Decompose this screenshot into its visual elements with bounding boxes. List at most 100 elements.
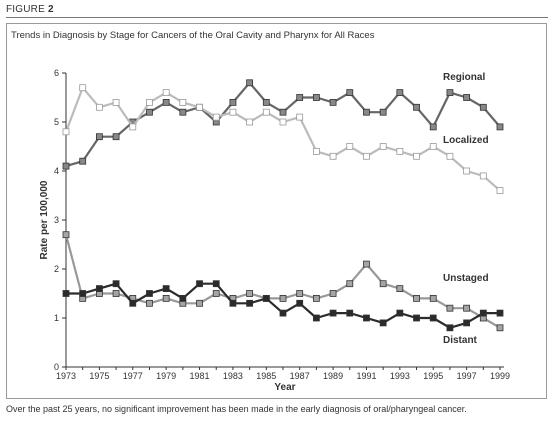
data-point-unstaged	[463, 304, 471, 312]
data-point-regional	[429, 123, 437, 131]
data-point-distant	[379, 319, 387, 327]
data-point-unstaged	[363, 260, 370, 268]
data-point-distant	[246, 299, 254, 307]
figure-label: FIGURE 2	[6, 4, 54, 15]
data-point-localized	[146, 99, 153, 106]
data-point-regional	[179, 108, 187, 116]
data-point-localized	[112, 99, 120, 106]
data-point-regional	[112, 133, 120, 141]
x-tick-label: 1985	[256, 371, 276, 381]
data-point-localized	[396, 147, 404, 155]
data-point-unstaged	[346, 280, 354, 288]
data-point-localized	[246, 118, 254, 126]
data-point-unstaged	[429, 294, 437, 302]
y-tick-label: 2	[54, 264, 59, 274]
data-point-localized	[413, 152, 420, 160]
data-point-distant	[312, 314, 320, 322]
data-point-regional	[246, 79, 254, 87]
data-point-regional	[379, 108, 387, 116]
data-point-distant	[146, 290, 153, 297]
series-label-regional: Regional	[443, 72, 485, 83]
data-point-distant	[363, 314, 370, 322]
series-label-distant: Distant	[443, 335, 478, 346]
data-point-localized	[446, 152, 454, 160]
data-point-distant	[196, 280, 203, 288]
data-point-localized	[463, 167, 471, 175]
data-point-localized	[363, 152, 370, 160]
y-tick-label: 4	[54, 166, 59, 176]
data-point-distant	[479, 309, 487, 317]
data-point-localized	[162, 89, 170, 96]
data-point-unstaged	[146, 299, 153, 307]
data-point-localized	[429, 143, 437, 150]
data-point-localized	[479, 172, 487, 180]
data-point-localized	[95, 103, 103, 111]
x-tick-label: 1975	[89, 371, 109, 381]
data-point-distant	[429, 314, 437, 322]
data-point-unstaged	[212, 290, 220, 297]
data-point-localized	[312, 147, 320, 155]
data-point-localized	[296, 113, 304, 121]
y-tick-label: 5	[54, 117, 59, 127]
data-point-distant	[396, 309, 404, 317]
data-point-localized	[179, 99, 187, 106]
data-point-regional	[162, 99, 170, 106]
data-point-distant	[262, 294, 270, 302]
data-point-distant	[212, 280, 220, 288]
data-point-localized	[496, 187, 504, 195]
data-point-regional	[479, 103, 487, 111]
data-point-distant	[79, 290, 87, 297]
x-tick-label: 1997	[457, 371, 477, 381]
y-tick-label: 0	[54, 362, 59, 372]
data-point-regional	[413, 103, 420, 111]
data-point-localized	[229, 108, 237, 116]
data-point-regional	[329, 99, 337, 106]
data-point-localized	[196, 103, 203, 111]
data-point-unstaged	[296, 290, 304, 297]
x-tick-label: 1993	[390, 371, 410, 381]
data-point-regional	[146, 108, 153, 116]
chart-title: Trends in Diagnosis by Stage for Cancers…	[11, 30, 375, 41]
data-point-regional	[229, 99, 237, 106]
x-tick-label: 1981	[190, 371, 210, 381]
x-tick-label: 1999	[490, 371, 510, 381]
data-point-distant	[229, 299, 237, 307]
x-tick-label: 1991	[356, 371, 376, 381]
data-point-distant	[62, 290, 70, 297]
y-tick-label: 1	[54, 313, 59, 323]
data-point-regional	[312, 94, 320, 101]
x-tick-label: 1977	[123, 371, 143, 381]
data-point-localized	[62, 128, 70, 136]
data-point-regional	[346, 89, 354, 96]
data-point-regional	[262, 99, 270, 106]
data-point-unstaged	[246, 290, 254, 297]
data-point-regional	[95, 133, 103, 141]
data-point-distant	[129, 299, 137, 307]
data-point-localized	[379, 143, 387, 150]
data-point-localized	[79, 84, 87, 92]
data-point-regional	[496, 123, 504, 131]
figure-divider	[6, 17, 548, 18]
data-point-regional	[296, 94, 304, 101]
data-point-localized	[279, 118, 287, 126]
x-tick-label: 1979	[156, 371, 176, 381]
data-point-unstaged	[329, 290, 337, 297]
data-point-distant	[296, 299, 304, 307]
x-tick-label: 1987	[290, 371, 310, 381]
data-point-localized	[329, 152, 337, 160]
data-point-distant	[496, 309, 504, 317]
x-tick-label: 1983	[223, 371, 243, 381]
data-point-unstaged	[196, 299, 203, 307]
data-point-unstaged	[413, 294, 420, 302]
data-point-unstaged	[162, 294, 170, 302]
data-point-regional	[446, 89, 454, 96]
data-point-distant	[346, 309, 354, 317]
data-point-distant	[446, 324, 454, 332]
data-point-regional	[363, 108, 370, 116]
data-point-regional	[279, 108, 287, 116]
data-point-unstaged	[496, 324, 504, 332]
data-point-unstaged	[446, 304, 454, 312]
y-axis-label: Rate per 100,000	[39, 180, 50, 259]
data-point-distant	[279, 309, 287, 317]
x-tick-label: 1995	[423, 371, 443, 381]
